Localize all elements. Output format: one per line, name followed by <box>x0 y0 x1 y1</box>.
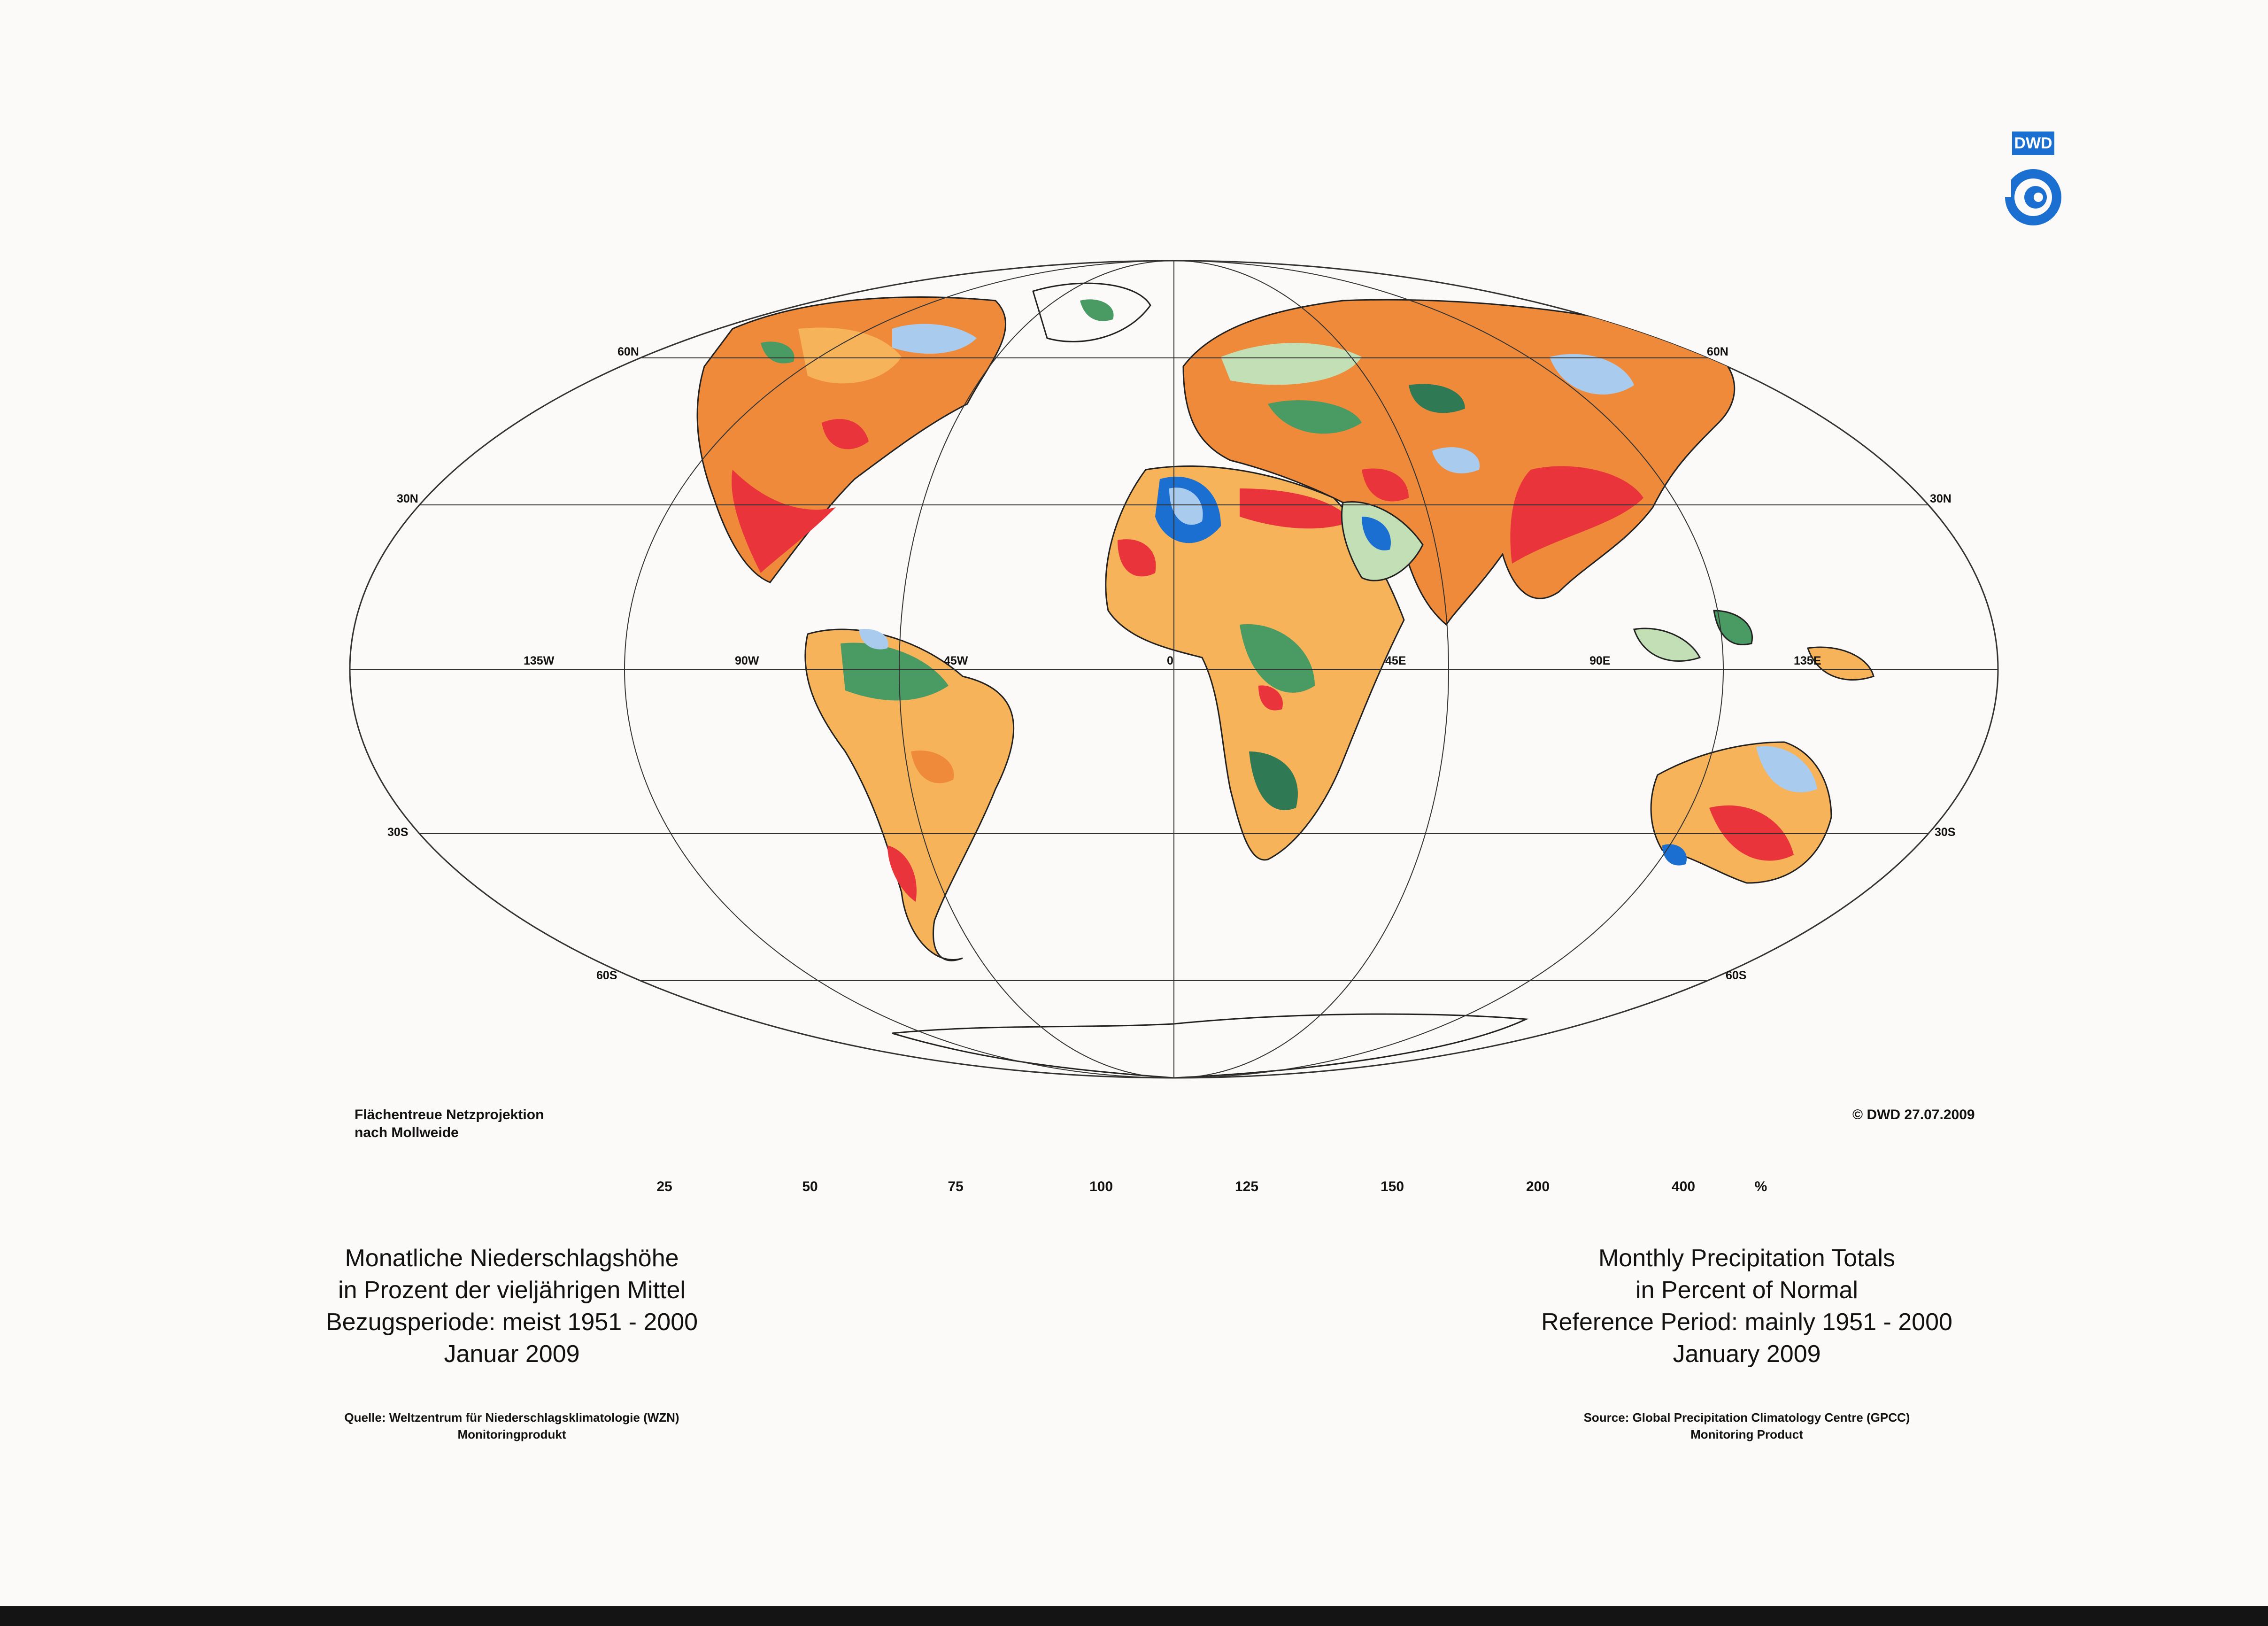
projection-note: Flächentreue Netzprojektion nach Mollwei… <box>355 1106 544 1142</box>
legend-tick-75: 75 <box>948 1179 964 1194</box>
continent-eurasia <box>1182 299 1736 626</box>
title-english: Monthly Precipitation Totals in Percent … <box>1489 1242 2005 1370</box>
grid-labels: 60N 60N 30N 30N 30S 30S 60S 60S 135W 90W… <box>387 345 1955 982</box>
label-30n-left: 30N <box>397 492 418 505</box>
continent-south-america <box>804 628 1015 961</box>
legend-tick-100: 100 <box>1089 1179 1113 1194</box>
title-en-line2: in Percent of Normal <box>1635 1277 1858 1304</box>
label-135e: 135E <box>1794 654 1821 667</box>
label-30s-left: 30S <box>387 826 408 839</box>
source-de-line1: Quelle: Weltzentrum für Niederschlagskli… <box>344 1410 679 1425</box>
scan-bottom-edge <box>0 1606 2268 1626</box>
projection-line2: nach Mollweide <box>355 1125 459 1140</box>
legend-tick-400: 400 <box>1671 1179 1696 1194</box>
title-de-line2: in Prozent der vieljährigen Mittel <box>338 1277 686 1304</box>
southeast-asia-islands <box>1633 610 1875 681</box>
label-30s-right: 30S <box>1935 826 1955 839</box>
label-90e: 90E <box>1589 654 1610 667</box>
graticule <box>350 261 1998 1078</box>
source-en-line1: Source: Global Precipitation Climatology… <box>1583 1410 1910 1425</box>
title-en-line4: January 2009 <box>1673 1340 1821 1368</box>
label-135w: 135W <box>524 654 555 667</box>
legend-tick-25: 25 <box>656 1179 672 1194</box>
antarctica-coast <box>892 1013 1529 1078</box>
title-german: Monatliche Niederschlagshöhe in Prozent … <box>254 1242 770 1370</box>
title-en-line1: Monthly Precipitation Totals <box>1598 1245 1896 1272</box>
label-0: 0 <box>1167 654 1173 667</box>
legend-tick-50: 50 <box>802 1179 818 1194</box>
continent-north-america <box>696 296 1006 583</box>
label-60n-right: 60N <box>1707 345 1728 358</box>
projection-line1: Flächentreue Netzprojektion <box>355 1107 544 1123</box>
label-90w: 90W <box>735 654 759 667</box>
source-en-line2: Monitoring Product <box>1690 1427 1803 1441</box>
label-60n-left: 60N <box>617 345 639 358</box>
title-de-line4: Januar 2009 <box>444 1340 580 1368</box>
legend-tick-150: 150 <box>1380 1179 1404 1194</box>
label-45e: 45E <box>1385 654 1406 667</box>
title-de-line1: Monatliche Niederschlagshöhe <box>345 1245 679 1272</box>
source-english: Source: Global Precipitation Climatology… <box>1489 1409 2005 1443</box>
arabian-peninsula <box>1341 501 1424 581</box>
continent-africa <box>1105 465 1405 861</box>
label-60s-left: 60S <box>596 969 617 982</box>
dwd-spiral-icon <box>2003 169 2061 225</box>
title-de-line3: Bezugsperiode: meist 1951 - 2000 <box>325 1309 698 1336</box>
copyright-note: © DWD 27.07.2009 <box>1852 1107 1975 1123</box>
legend-unit: % <box>1754 1179 1767 1194</box>
dwd-logo-text: DWD <box>2012 132 2054 155</box>
dwd-logo: DWD <box>1993 132 2083 240</box>
source-de-line2: Monitoringprodukt <box>457 1427 566 1441</box>
precipitation-map: 60N 60N 30N 30N 30S 30S 60S 60S 135W 90W… <box>349 260 1999 1079</box>
title-en-line3: Reference Period: mainly 1951 - 2000 <box>1541 1309 1952 1336</box>
legend-tick-200: 200 <box>1526 1179 1550 1194</box>
source-german: Quelle: Weltzentrum für Niederschlagskli… <box>254 1409 770 1443</box>
greenland <box>1032 282 1151 342</box>
legend-tick-125: 125 <box>1234 1179 1259 1194</box>
label-30n-right: 30N <box>1930 492 1952 505</box>
label-60s-right: 60S <box>1726 969 1746 982</box>
label-45w: 45W <box>944 654 968 667</box>
continent-australia <box>1650 741 1832 884</box>
